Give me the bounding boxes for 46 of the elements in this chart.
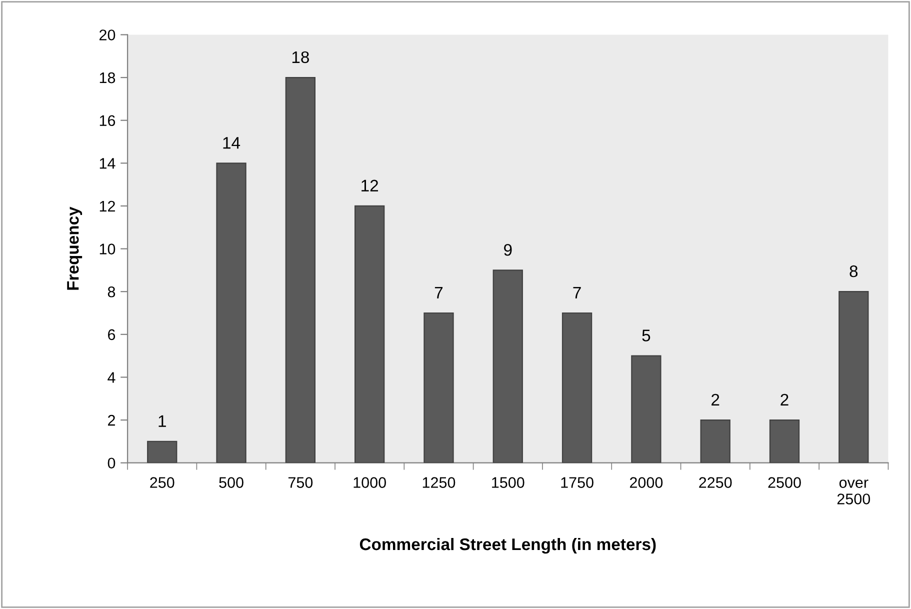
x-tick-label: 2000: [630, 477, 663, 488]
y-tick-label: 12: [100, 200, 115, 212]
x-tick-label: 1250: [422, 477, 456, 488]
bar: [492, 270, 523, 463]
y-tick-label: 8: [108, 286, 116, 298]
bar: [838, 291, 869, 463]
data-label: 1: [158, 415, 166, 427]
x-tick-label: 1500: [492, 477, 524, 488]
x-axis-title: Commercial Street Length (in meters): [360, 538, 656, 554]
y-tick-label: 2: [108, 414, 115, 426]
x-tick-label: over 2500: [837, 480, 870, 504]
x-tick-label: 1000: [354, 477, 386, 488]
data-label: 12: [362, 180, 378, 192]
y-tick-label: 16: [100, 115, 116, 126]
y-tick-label: 20: [100, 30, 116, 40]
bar: [769, 419, 800, 463]
data-label: 5: [642, 330, 650, 342]
bar: [631, 355, 662, 463]
data-label: 9: [504, 244, 512, 256]
data-label: 2: [780, 394, 788, 406]
y-tick-label: 6: [108, 329, 116, 340]
data-label: 2: [712, 394, 720, 406]
y-tick-label: 18: [100, 72, 116, 84]
x-tick-label: 750: [288, 477, 313, 488]
x-tick-label: 2250: [699, 477, 732, 488]
y-tick-label: 10: [100, 244, 116, 254]
x-tick-label: 250: [150, 477, 174, 488]
x-tick-label: 1750: [561, 477, 594, 488]
data-label: 7: [573, 286, 581, 298]
bar: [354, 205, 385, 463]
y-tick-label: 14: [100, 158, 116, 169]
bar: [562, 312, 592, 463]
data-label: 14: [223, 137, 240, 149]
bar: [285, 76, 316, 463]
data-label: 18: [292, 51, 309, 64]
x-tick-label: 500: [219, 477, 244, 488]
x-tick-label: 2500: [768, 477, 801, 488]
y-tick-label: 4: [108, 372, 116, 383]
bar: [147, 440, 178, 463]
bar: [216, 162, 246, 463]
bar: [424, 312, 454, 463]
bar: [700, 419, 730, 463]
data-label: 8: [850, 265, 858, 278]
y-tick-label: 0: [108, 458, 116, 469]
y-axis-title: Frequency: [67, 206, 82, 290]
data-label: 7: [434, 286, 443, 298]
